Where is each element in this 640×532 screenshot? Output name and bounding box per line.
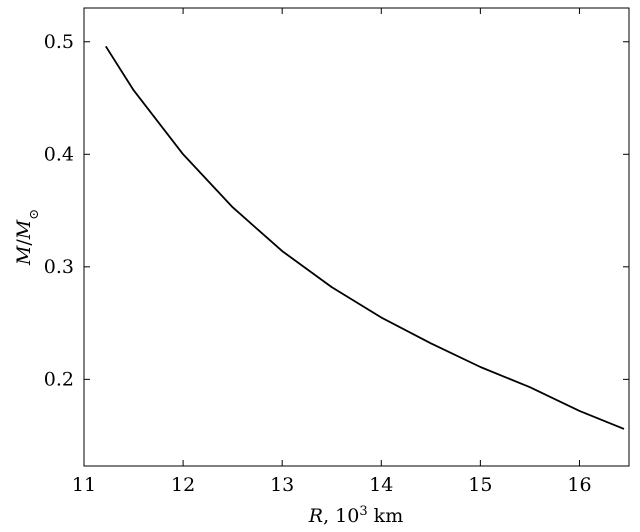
x-tick-label: 11 <box>72 474 96 496</box>
x-tick-label: 16 <box>567 474 591 496</box>
y-tick-label: 0.3 <box>44 256 74 278</box>
series-line <box>105 45 625 430</box>
axis-tick-labels: 11 12 13 14 15 16 0.2 0.3 0.4 0.5 <box>44 31 592 496</box>
x-tick-label: 15 <box>468 474 492 496</box>
axis-ticks <box>83 8 629 466</box>
y-axis-label: M/M⊙ <box>13 209 42 266</box>
y-tick-label: 0.4 <box>44 143 74 165</box>
x-tick-label: 13 <box>270 474 294 496</box>
x-tick-label: 14 <box>369 474 393 496</box>
x-axis-label: R, 103 km <box>308 504 403 528</box>
y-tick-label: 0.2 <box>44 368 74 390</box>
x-tick-label: 12 <box>171 474 195 496</box>
y-tick-label: 0.5 <box>44 31 74 53</box>
plot-frame <box>83 7 630 467</box>
series-group <box>105 45 625 430</box>
